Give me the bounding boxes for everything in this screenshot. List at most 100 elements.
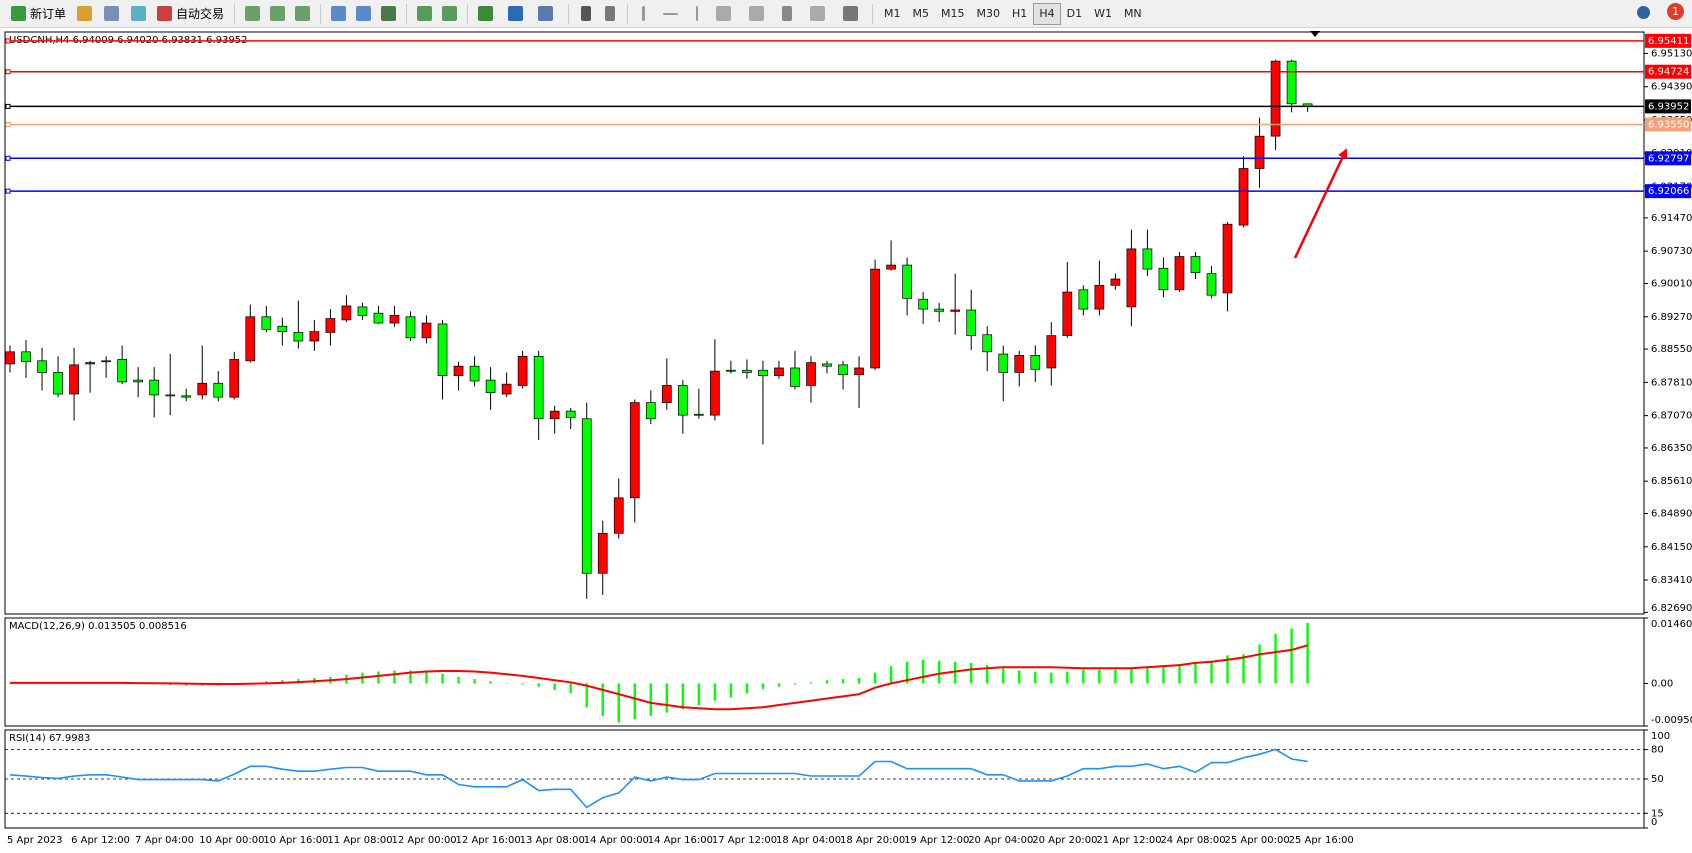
candle-body [774, 367, 784, 376]
icon[interactable] [663, 12, 679, 15]
icon[interactable] [104, 6, 120, 21]
icon[interactable] [417, 6, 433, 21]
candle-body [982, 334, 993, 353]
timeframe-button[interactable]: D1 [1066, 7, 1083, 20]
y-tick-label: 6.87810 [1651, 377, 1692, 388]
histogram-bar [1098, 669, 1101, 684]
histogram-bar [617, 683, 620, 723]
timeframe-button[interactable]: W1 [1094, 7, 1112, 20]
histogram-bar [1050, 672, 1053, 684]
icon[interactable] [642, 6, 646, 21]
candle-body [357, 306, 368, 316]
candle-body [85, 362, 95, 365]
icon[interactable] [843, 6, 859, 21]
candle-body [1174, 256, 1185, 291]
timeframe-button[interactable]: M30 [976, 7, 1001, 20]
histogram-bar [665, 683, 669, 713]
histogram-bar [537, 683, 540, 687]
y-tick-label: 6.89270 [1651, 312, 1692, 323]
histogram-bar [793, 683, 797, 685]
search-icon[interactable] [1637, 6, 1650, 19]
timeframe-button[interactable]: M15 [941, 7, 965, 20]
histogram-bar [1146, 666, 1149, 684]
icon[interactable] [508, 6, 524, 21]
histogram-bar [857, 678, 861, 684]
histogram-bar [585, 683, 588, 708]
level-tag [1645, 64, 1691, 79]
separator [568, 3, 570, 24]
candle-body [37, 360, 47, 373]
icon[interactable] [270, 6, 286, 21]
candle-body [501, 383, 512, 395]
histogram-bar [1274, 633, 1277, 684]
histogram-bar [729, 683, 733, 698]
level-label: 6.93952 [1648, 101, 1689, 112]
histogram-bar [457, 676, 460, 684]
icon[interactable] [442, 6, 458, 21]
icon[interactable] [131, 6, 147, 21]
icon[interactable] [810, 6, 826, 21]
signal-line [10, 644, 1308, 711]
icon[interactable] [77, 6, 93, 21]
icon[interactable] [478, 6, 494, 21]
icon[interactable] [581, 6, 592, 21]
candle-body [1222, 223, 1233, 294]
candle-body [902, 264, 912, 299]
histogram-bar [777, 683, 781, 687]
candle-body [597, 532, 608, 574]
icon[interactable] [605, 6, 616, 21]
icon[interactable] [696, 6, 699, 21]
candle-body [886, 264, 896, 270]
histogram-bar [505, 682, 508, 684]
level-handle [5, 155, 11, 161]
new-order-button[interactable]: 新订单 [6, 3, 71, 25]
histogram-bar [393, 670, 396, 684]
icon[interactable] [538, 6, 554, 21]
timeframe-button[interactable]: MN [1123, 7, 1142, 20]
pane-title: RSI(14) 67.9983 [9, 733, 90, 744]
candle-body [694, 413, 704, 416]
candle-body [1190, 256, 1201, 274]
candle-body [229, 359, 240, 398]
notification-badge[interactable]: 1 [1667, 3, 1684, 20]
timeframe-button[interactable]: H1 [1012, 7, 1028, 20]
candle-body [822, 363, 832, 367]
y-tick-label: 80 [1651, 745, 1664, 756]
timeframe-button[interactable]: M1 [884, 7, 901, 20]
candle-body [934, 308, 945, 312]
candle-body [5, 351, 15, 365]
x-tick-label: 25 Apr 00:00 [1225, 835, 1290, 846]
candle-body [165, 394, 176, 397]
histogram-bar [1162, 665, 1165, 684]
y-tick-label: 0 [1651, 817, 1657, 828]
histogram-bar [1194, 662, 1197, 684]
candle-body [485, 379, 496, 394]
x-tick-label: 10 Apr 00:00 [199, 835, 264, 846]
histogram-bar [1002, 668, 1005, 684]
histogram-bar [281, 680, 284, 684]
x-tick-label: 11 Apr 08:00 [327, 835, 392, 846]
timeframe-button[interactable]: M5 [912, 7, 930, 20]
icon[interactable] [331, 6, 347, 21]
icon[interactable] [716, 6, 732, 21]
histogram-bar [1066, 671, 1069, 684]
histogram-bar [1210, 661, 1213, 684]
icon[interactable] [381, 6, 397, 21]
icon[interactable] [782, 6, 793, 21]
auto-trading-button[interactable]: 自动交易 [152, 3, 229, 25]
histogram-bar [1306, 622, 1309, 684]
level-tag [1645, 33, 1691, 48]
candle-body [1254, 135, 1265, 169]
y-tick-label: 6.88550 [1651, 344, 1692, 355]
icon[interactable] [749, 6, 765, 21]
candle-body [1030, 355, 1041, 370]
candle-body [790, 367, 800, 387]
icon[interactable] [245, 6, 261, 21]
y-tick-label: 6.94390 [1651, 82, 1692, 93]
icon[interactable] [356, 6, 372, 21]
indicator-line [9, 748, 1308, 809]
timeframe-button[interactable]: H4 [1033, 2, 1061, 25]
icon[interactable] [295, 6, 311, 21]
y-tick-label: 6.83410 [1651, 575, 1692, 586]
candle-body [710, 370, 720, 416]
